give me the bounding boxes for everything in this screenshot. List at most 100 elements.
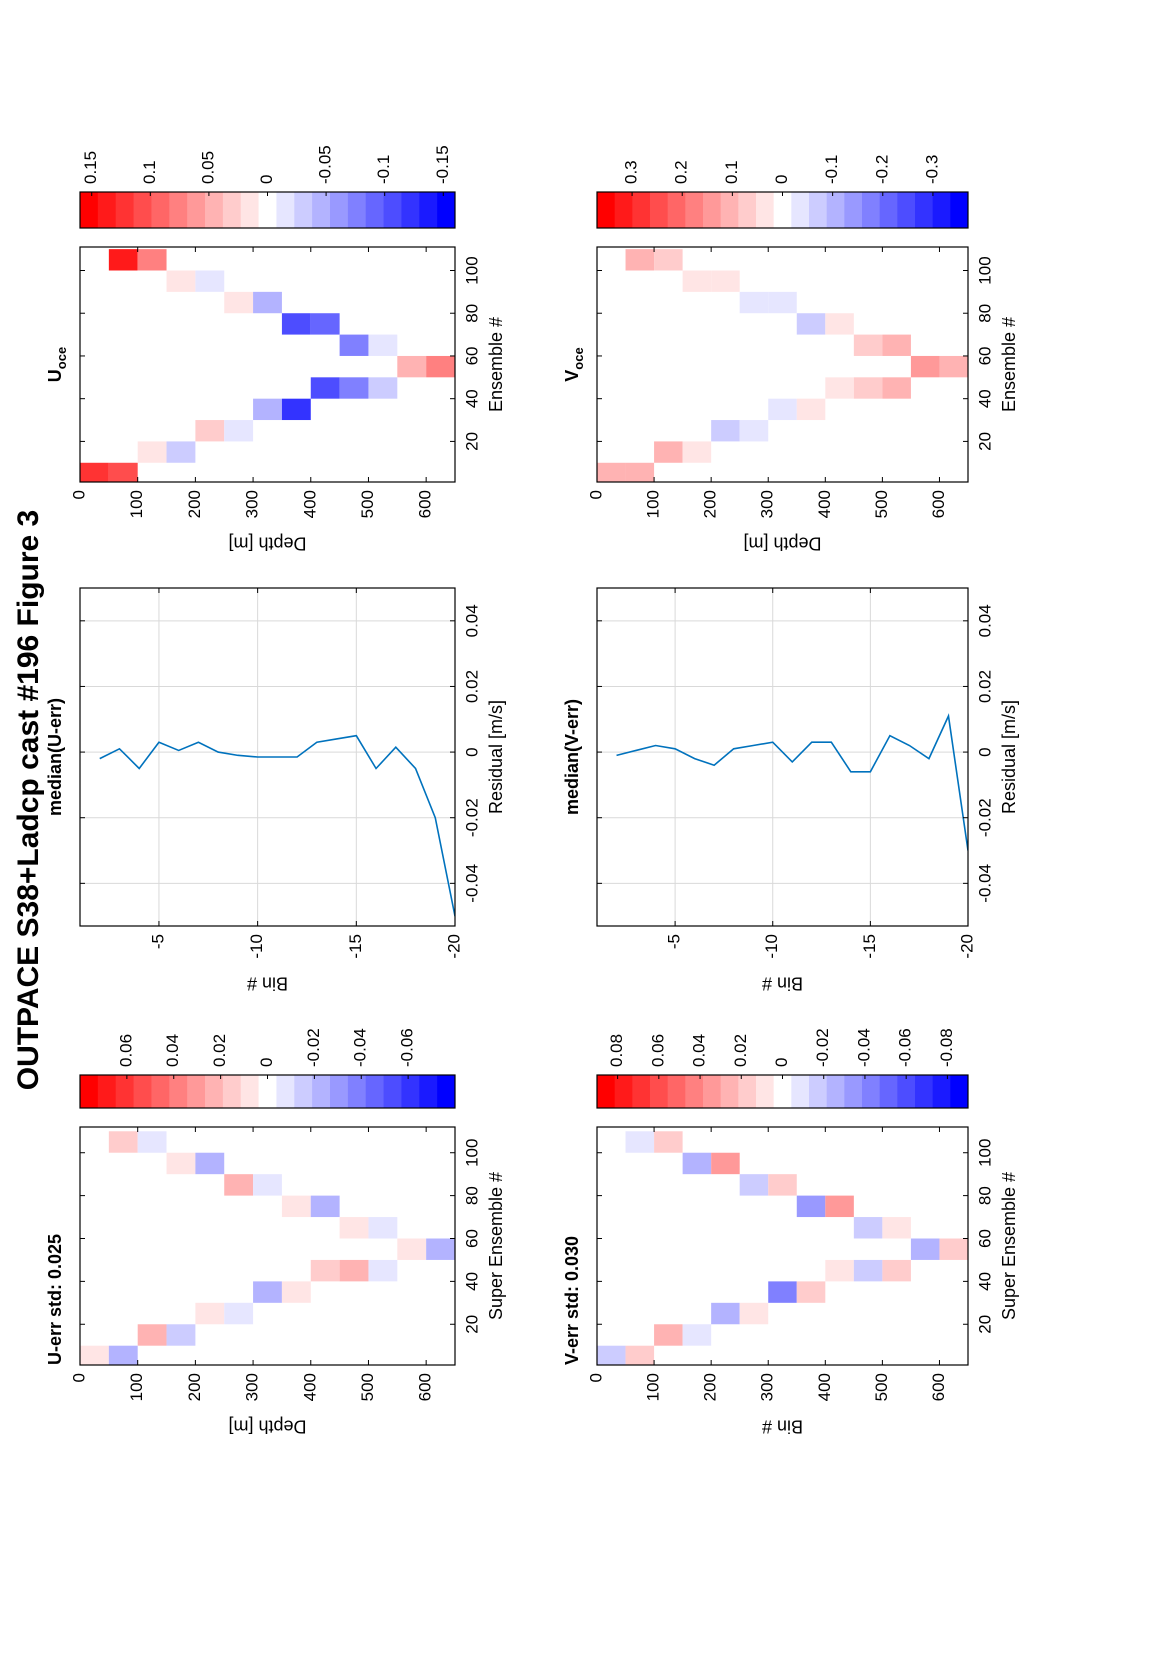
heat-cell bbox=[796, 1195, 826, 1218]
colorbar-step bbox=[365, 1075, 385, 1108]
y-tick-label: 200 bbox=[185, 490, 204, 518]
y-tick-label: 400 bbox=[300, 1373, 319, 1401]
heat-cell bbox=[711, 1152, 740, 1175]
rotated-figure: OUTPACE S38+Ladcp cast #196 Figure 3 20 4… bbox=[12, 145, 1019, 1436]
y-tick-label: 300 bbox=[243, 490, 262, 518]
panel-title-subscript: oce bbox=[571, 347, 586, 369]
y-tick-label: -15 bbox=[860, 934, 879, 959]
colorbar-tick-label: 0.15 bbox=[81, 151, 100, 184]
heat-cell bbox=[339, 377, 369, 399]
heat-cell bbox=[853, 334, 883, 356]
colorbar-tick-label: 0.04 bbox=[163, 1034, 182, 1067]
colorbar-step bbox=[276, 1075, 295, 1108]
colorbar-step bbox=[632, 192, 651, 228]
heat-cell bbox=[368, 334, 398, 356]
colorbar: 0.15 0.1 0.05 0 -0.05 -0.1 -0.15 bbox=[79, 145, 456, 229]
heat-cell bbox=[853, 1259, 883, 1282]
colorbar-step bbox=[258, 192, 277, 228]
heat-cell bbox=[625, 462, 655, 482]
heat-cell bbox=[768, 291, 797, 314]
heat-cell bbox=[80, 462, 109, 482]
colorbar-tick-label: -0.08 bbox=[937, 1028, 956, 1067]
x-tick-label: 100 bbox=[462, 1139, 481, 1167]
colorbar-tick-label: -0.15 bbox=[433, 145, 452, 184]
heat-cell bbox=[654, 249, 683, 271]
panel-title-subscript: oce bbox=[54, 347, 69, 369]
x-tick-label: 20 bbox=[462, 432, 481, 451]
y-axis-label: Depth [m] bbox=[228, 533, 306, 553]
heat-cell bbox=[310, 377, 340, 399]
colorbar-step bbox=[809, 192, 828, 228]
y-tick-label: -5 bbox=[665, 934, 684, 949]
colorbar-step bbox=[151, 192, 170, 228]
axes-frame bbox=[596, 1126, 969, 1366]
colorbar: 0.06 0.04 0.02 0 -0.02 -0.04 -0.06 bbox=[79, 1028, 456, 1109]
colorbar-tick-label: -0.06 bbox=[398, 1028, 417, 1067]
colorbar-step bbox=[312, 192, 331, 228]
heat-cell bbox=[682, 1324, 712, 1346]
panel: 20 40 60 80 100 0 100 200 300 400 500 600 Ensemble #… bbox=[562, 155, 1019, 554]
x-tick-label: 40 bbox=[462, 389, 481, 408]
colorbar-step bbox=[932, 1075, 951, 1108]
x-tick-label: 100 bbox=[462, 256, 481, 284]
heat-cell bbox=[625, 249, 655, 271]
x-tick-label: 0.04 bbox=[975, 604, 994, 637]
heat-cell bbox=[137, 441, 167, 463]
panel-title: median(U-err) bbox=[45, 698, 65, 816]
heat-cell bbox=[166, 1324, 196, 1346]
heat-cell bbox=[768, 398, 797, 421]
colorbar-step bbox=[844, 1075, 863, 1108]
colorbar-tick-label: 0.1 bbox=[722, 160, 741, 184]
colorbar-tick-label: -0.05 bbox=[316, 145, 335, 184]
heat-cell bbox=[796, 1281, 826, 1303]
x-axis-label: Super Ensemble # bbox=[486, 1172, 506, 1320]
heat-cell bbox=[939, 355, 968, 378]
colorbar-step bbox=[632, 1075, 651, 1108]
y-tick-label: 200 bbox=[185, 1373, 204, 1401]
x-tick-label: 0.02 bbox=[462, 670, 481, 703]
heat-cell bbox=[910, 1238, 940, 1260]
x-tick-label: 80 bbox=[975, 1186, 994, 1205]
y-tick-label: 600 bbox=[416, 490, 435, 518]
colorbar-tick-label: 0.06 bbox=[648, 1034, 667, 1067]
y-tick-label: -10 bbox=[247, 934, 266, 959]
x-axis-label: Ensemble # bbox=[486, 317, 506, 412]
x-tick-label: 20 bbox=[462, 1315, 481, 1334]
heat-cell bbox=[224, 1174, 254, 1196]
panel-title: Uoce bbox=[45, 347, 70, 382]
colorbar-step bbox=[915, 192, 934, 228]
panel-title: U-err std: 0.025 bbox=[45, 1234, 65, 1365]
colorbar-step bbox=[720, 1075, 739, 1108]
heat-cell bbox=[339, 1259, 369, 1282]
heat-cell bbox=[682, 270, 712, 292]
panel: -0.04 -0.02 0 0.02 0.04 -5 -10 -15 -20 Residual [… bbox=[45, 587, 506, 993]
x-tick-label: 80 bbox=[975, 304, 994, 323]
axes-frame bbox=[79, 246, 456, 483]
heat-cell bbox=[825, 1195, 854, 1218]
colorbar-step bbox=[115, 1075, 135, 1108]
colorbar-step bbox=[240, 192, 260, 228]
heat-cell bbox=[224, 291, 254, 314]
colorbar-tick-label: 0.05 bbox=[198, 151, 217, 184]
colorbar-step bbox=[897, 1075, 916, 1108]
panel-title-main: U bbox=[45, 369, 65, 382]
colorbar-step bbox=[614, 192, 633, 228]
heat-cell bbox=[825, 1259, 854, 1282]
heat-cell bbox=[224, 1302, 254, 1325]
panel-title: Voce bbox=[562, 347, 587, 381]
colorbar-step bbox=[80, 192, 99, 228]
colorbar-step bbox=[950, 1075, 969, 1108]
colorbar-step bbox=[276, 192, 295, 228]
x-axis-label: Residual [m/s] bbox=[486, 700, 506, 814]
x-tick-label: 80 bbox=[462, 304, 481, 323]
y-tick-label: 500 bbox=[872, 1373, 891, 1401]
data-line bbox=[616, 713, 968, 851]
plot-area bbox=[80, 1131, 455, 1365]
colorbar-tick-label: 0 bbox=[772, 1058, 791, 1067]
y-axis-label: Depth [m] bbox=[228, 1416, 306, 1436]
axes-frame bbox=[596, 587, 969, 927]
heat-cell bbox=[426, 1238, 455, 1260]
heat-cell bbox=[108, 1345, 138, 1365]
x-tick-label: 0 bbox=[975, 747, 994, 756]
colorbar-step bbox=[738, 192, 757, 228]
